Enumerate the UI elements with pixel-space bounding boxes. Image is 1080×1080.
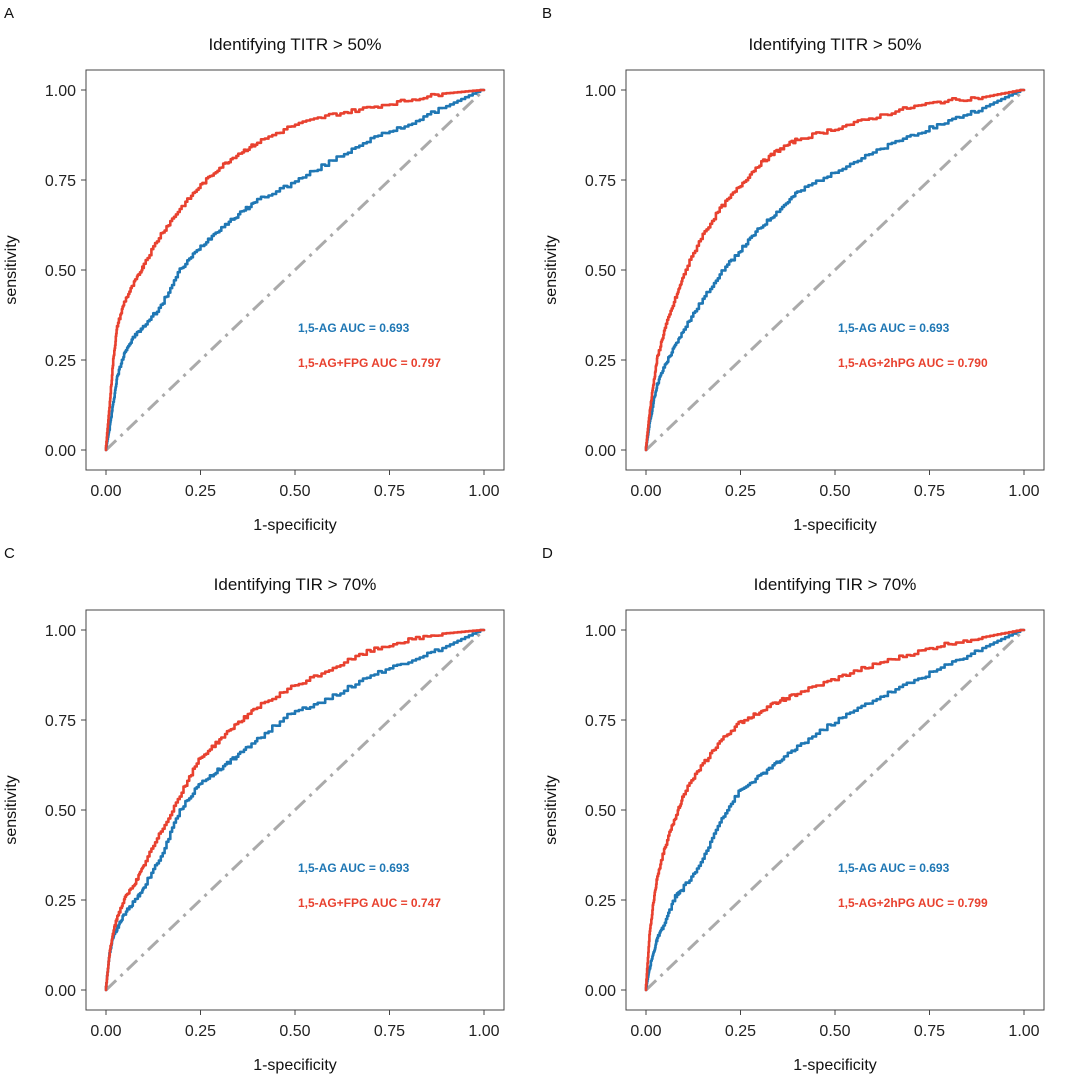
reference-line (644, 88, 1026, 452)
y-tick-label: 0.75 (585, 713, 616, 730)
y-tick-label: 0.75 (45, 173, 76, 190)
chart-title: Identifying TITR > 50% (208, 35, 381, 54)
x-tick-label: 0.00 (90, 483, 121, 500)
x-tick-label: 0.00 (90, 1023, 121, 1040)
chart-title: Identifying TITR > 50% (748, 35, 921, 54)
panel-a: A Identifying TITR > 50% 0.00 0.00 0.25 0.25 0… (3, 5, 505, 534)
x-axis-title: 1-specificity (253, 517, 337, 534)
roc-curve-1-5-ag (644, 628, 1026, 992)
x-tick-label: 0.25 (185, 1023, 216, 1040)
panel-d: D Identifying TIR > 70% 0.00 0.00 0.25 0.25 0.… (542, 545, 1045, 1074)
x-tick-label: 0.75 (914, 483, 945, 500)
auc-label: 1,5-AG AUC = 0.693 (298, 861, 410, 875)
x-tick-label: 0.75 (374, 483, 405, 500)
y-tick-label: 0.25 (45, 353, 76, 370)
y-tick-label: 0.25 (45, 893, 76, 910)
roc-curve-1-5-ag-2hpg (644, 628, 1026, 992)
roc-curve-1-5-ag-2hpg (644, 88, 1026, 452)
y-axis-title: sensitivity (3, 235, 20, 304)
panel-letter: C (4, 545, 15, 562)
panel-b: B Identifying TITR > 50% 0.00 0.00 0.25 0.25 0… (542, 5, 1045, 534)
y-tick-label: 1.00 (585, 623, 616, 640)
roc-curve-1-5-ag (644, 88, 1026, 452)
chart-title: Identifying TIR > 70% (214, 575, 377, 594)
auc-label: 1,5-AG AUC = 0.693 (838, 321, 950, 335)
panel-letter: A (4, 5, 14, 22)
reference-line (644, 628, 1026, 992)
y-tick-label: 0.50 (45, 803, 76, 820)
x-tick-label: 0.75 (914, 1023, 945, 1040)
x-tick-label: 0.25 (725, 483, 756, 500)
x-tick-label: 1.00 (1008, 483, 1039, 500)
y-tick-label: 0.00 (585, 443, 616, 460)
panel-letter: B (542, 5, 552, 22)
y-tick-label: 1.00 (585, 83, 616, 100)
x-tick-label: 1.00 (468, 1023, 499, 1040)
y-tick-label: 0.25 (585, 893, 616, 910)
x-tick-label: 0.00 (630, 483, 661, 500)
roc-curve-1-5-ag-fpg (104, 88, 486, 452)
x-axis-title: 1-specificity (793, 1057, 877, 1074)
y-axis-title: sensitivity (543, 235, 560, 304)
panel-c: C Identifying TIR > 70% 0.00 0.00 0.25 0.25 0.… (3, 545, 505, 1074)
y-tick-label: 0.00 (45, 983, 76, 1000)
x-tick-label: 0.50 (819, 483, 850, 500)
chart-title: Identifying TIR > 70% (754, 575, 917, 594)
x-tick-label: 1.00 (1008, 1023, 1039, 1040)
x-axis-title: 1-specificity (253, 1057, 337, 1074)
y-tick-label: 0.00 (45, 443, 76, 460)
y-axis-title: sensitivity (543, 775, 560, 844)
x-axis-title: 1-specificity (793, 517, 877, 534)
auc-label: 1,5-AG AUC = 0.693 (838, 861, 950, 875)
x-tick-label: 0.50 (819, 1023, 850, 1040)
panel-letter: D (542, 545, 553, 562)
auc-label: 1,5-AG+2hPG AUC = 0.790 (838, 356, 988, 370)
reference-line (104, 628, 486, 992)
y-tick-label: 0.75 (45, 713, 76, 730)
auc-label: 1,5-AG+FPG AUC = 0.747 (298, 896, 441, 910)
reference-line (104, 88, 486, 452)
roc-curve-1-5-ag-fpg (104, 628, 486, 992)
roc-curve-1-5-ag (104, 88, 486, 452)
y-tick-label: 0.50 (45, 263, 76, 280)
y-tick-label: 0.50 (585, 263, 616, 280)
x-tick-label: 1.00 (468, 483, 499, 500)
y-tick-label: 0.75 (585, 173, 616, 190)
x-tick-label: 0.75 (374, 1023, 405, 1040)
x-tick-label: 0.25 (185, 483, 216, 500)
auc-label: 1,5-AG+2hPG AUC = 0.799 (838, 896, 988, 910)
x-tick-label: 0.50 (279, 483, 310, 500)
x-tick-label: 0.25 (725, 1023, 756, 1040)
y-axis-title: sensitivity (3, 775, 20, 844)
auc-label: 1,5-AG AUC = 0.693 (298, 321, 410, 335)
y-tick-label: 0.50 (585, 803, 616, 820)
auc-label: 1,5-AG+FPG AUC = 0.797 (298, 356, 441, 370)
x-tick-label: 0.50 (279, 1023, 310, 1040)
y-tick-label: 0.25 (585, 353, 616, 370)
y-tick-label: 0.00 (585, 983, 616, 1000)
x-tick-label: 0.00 (630, 1023, 661, 1040)
roc-curve-1-5-ag (104, 628, 486, 992)
y-tick-label: 1.00 (45, 623, 76, 640)
y-tick-label: 1.00 (45, 83, 76, 100)
